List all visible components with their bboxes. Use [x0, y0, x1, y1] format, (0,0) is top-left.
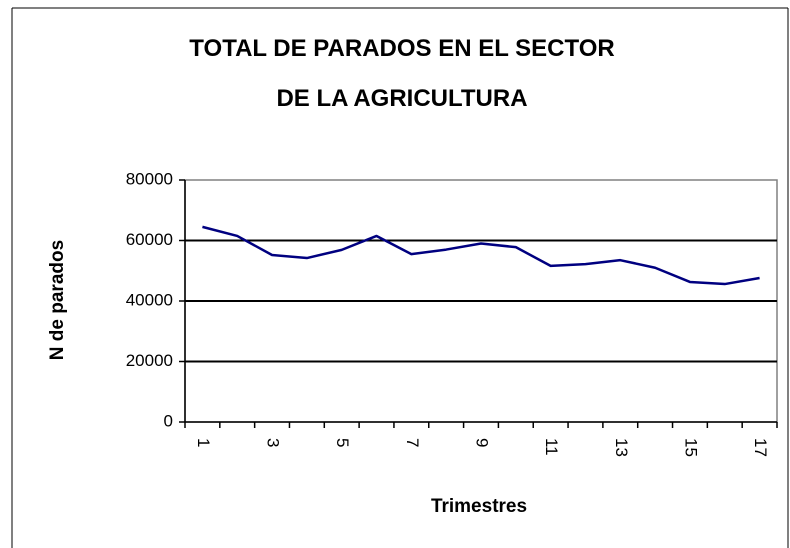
y-tick-label: 0 — [164, 411, 173, 430]
line-series — [202, 225, 760, 286]
y-axis-label: N de parados — [47, 240, 68, 360]
x-axis-label: Trimestres — [431, 496, 527, 517]
x-tick-label: 17 — [751, 438, 770, 457]
y-tick-label: 80000 — [126, 169, 173, 188]
x-tick-label: 15 — [681, 438, 700, 457]
x-tick-label: 9 — [473, 438, 492, 447]
x-tick-label: 3 — [264, 438, 283, 447]
x-tick-label: 13 — [612, 438, 631, 457]
x-tick-label: 7 — [403, 438, 422, 447]
y-tick-label: 20000 — [126, 351, 173, 370]
x-tick-label: 11 — [542, 438, 561, 456]
x-tick-label: 1 — [194, 438, 213, 447]
x-tick-label: 5 — [333, 438, 352, 447]
y-tick-label: 60000 — [126, 230, 173, 249]
y-tick-label: 40000 — [126, 290, 173, 309]
chart-title: TOTAL DE PARADOS EN EL SECTOR DE LA AGRIC… — [189, 35, 614, 112]
